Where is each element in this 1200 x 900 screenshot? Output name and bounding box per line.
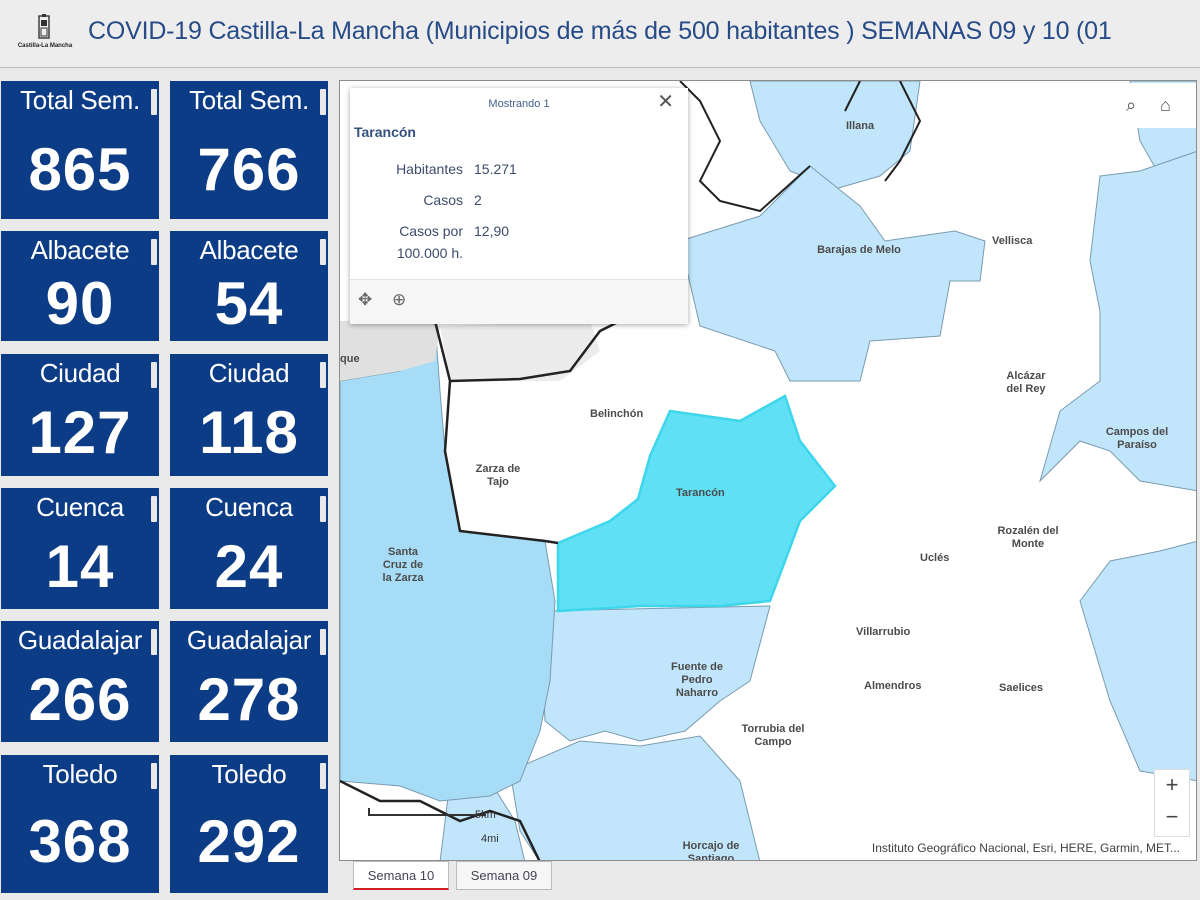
card-value: 14 bbox=[45, 533, 115, 600]
place-label: Almendros bbox=[864, 680, 922, 692]
home-icon[interactable]: ⌂ bbox=[1160, 95, 1171, 115]
logo-caption: Castilla-La Mancha bbox=[17, 43, 73, 49]
card-scrollbar[interactable] bbox=[151, 496, 157, 522]
card-value: 292 bbox=[197, 808, 301, 875]
indicator-card-ciudad-real-a[interactable]: Ciudad 127 bbox=[1, 354, 159, 476]
zoom-to-icon[interactable]: ⊕ bbox=[392, 290, 407, 309]
indicator-card-cuenca-b[interactable]: Cuenca 24 bbox=[170, 488, 328, 609]
card-scrollbar[interactable] bbox=[151, 763, 157, 789]
place-label: Villarrubio bbox=[856, 626, 911, 638]
card-value: 368 bbox=[28, 808, 132, 875]
popup-field-label: Casos bbox=[423, 192, 463, 208]
place-label: Barajas de Melo bbox=[817, 244, 901, 256]
card-value: 278 bbox=[197, 666, 301, 733]
indicator-card-total-week-b[interactable]: Total Sem. 766 bbox=[170, 81, 328, 219]
card-label: Ciudad bbox=[39, 358, 121, 388]
card-label: Guadalajar bbox=[186, 625, 312, 655]
popup-field-value: 15.271 bbox=[474, 161, 517, 177]
card-scrollbar[interactable] bbox=[320, 89, 326, 115]
place-label: Campos del Paraíso bbox=[1105, 426, 1169, 451]
card-label: Cuenca bbox=[205, 492, 293, 522]
place-label: Alcázar del Rey bbox=[1006, 370, 1046, 395]
card-label: Toledo bbox=[211, 759, 287, 789]
popup-feature-name: Tarancón bbox=[354, 124, 416, 140]
indicator-card-cuenca-a[interactable]: Cuenca 14 bbox=[1, 488, 159, 609]
indicator-card-guadalajara-b[interactable]: Guadalajar 278 bbox=[170, 621, 328, 742]
card-value: 127 bbox=[28, 399, 132, 466]
place-label: Illana bbox=[846, 120, 875, 132]
card-value: 266 bbox=[28, 666, 132, 733]
tab-semana-09[interactable]: Semana 09 bbox=[456, 861, 552, 890]
indicator-card-toledo-a[interactable]: Toledo 368 bbox=[1, 755, 159, 893]
indicator-card-total-week-a[interactable]: Total Sem. 865 bbox=[1, 81, 159, 219]
card-value: 118 bbox=[199, 399, 299, 466]
card-label: Total Sem. bbox=[20, 85, 140, 115]
pan-icon[interactable]: ✥ bbox=[358, 290, 373, 309]
place-label: Santa Cruz de la Zarza bbox=[382, 546, 424, 584]
place-label: Fuente de Pedro Naharro bbox=[671, 661, 723, 699]
popup-field-label: Casos por 100.000 h. bbox=[396, 223, 463, 261]
zoom-out-button[interactable]: − bbox=[1165, 804, 1179, 829]
card-label: Albacete bbox=[199, 235, 299, 265]
place-label: Uclés bbox=[920, 552, 950, 564]
card-scrollbar[interactable] bbox=[151, 239, 157, 265]
scale-mi-label: 4mi bbox=[481, 833, 499, 845]
indicator-card-toledo-b[interactable]: Toledo 292 bbox=[170, 755, 328, 893]
card-label: Toledo bbox=[42, 759, 118, 789]
popup-field-value: 12,90 bbox=[474, 223, 510, 239]
place-label: que bbox=[340, 353, 360, 365]
feature-popup: Mostrando 1 ✕ Tarancón Habitantes 15.271… bbox=[350, 88, 688, 324]
popup-actions: ✥ ⊕ bbox=[350, 279, 688, 324]
card-value: 54 bbox=[214, 270, 284, 337]
card-scrollbar[interactable] bbox=[320, 629, 326, 655]
card-label: Guadalajar bbox=[17, 625, 143, 655]
card-scrollbar[interactable] bbox=[320, 239, 326, 265]
map-basemap[interactable] bbox=[340, 81, 1197, 861]
card-label: Total Sem. bbox=[189, 85, 309, 115]
place-label: Rozalén del Monte bbox=[997, 525, 1059, 550]
castle-emblem-icon bbox=[38, 14, 50, 39]
card-scrollbar[interactable] bbox=[151, 89, 157, 115]
card-label: Ciudad bbox=[208, 358, 290, 388]
indicator-card-guadalajara-a[interactable]: Guadalajar 266 bbox=[1, 621, 159, 742]
map-toolbar: ⌕ ⌂ bbox=[1114, 83, 1196, 128]
zoom-control: + − bbox=[1154, 769, 1190, 837]
header-bar: Castilla-La Mancha COVID-19 Castilla-La … bbox=[0, 0, 1200, 68]
card-value: 24 bbox=[214, 533, 284, 600]
card-label: Cuenca bbox=[36, 492, 124, 522]
card-label: Albacete bbox=[30, 235, 130, 265]
indicator-card-albacete-a[interactable]: Albacete 90 bbox=[1, 231, 159, 341]
tab-semana-10[interactable]: Semana 10 bbox=[353, 861, 449, 890]
popup-field-value: 2 bbox=[474, 192, 482, 208]
card-scrollbar[interactable] bbox=[320, 763, 326, 789]
card-scrollbar[interactable] bbox=[151, 629, 157, 655]
scale-km-label: 5km bbox=[475, 809, 496, 821]
card-scrollbar[interactable] bbox=[320, 496, 326, 522]
castilla-la-mancha-logo: Castilla-La Mancha bbox=[14, 10, 76, 58]
card-scrollbar[interactable] bbox=[151, 362, 157, 388]
map-view[interactable]: Illana Barajas de Melo Vellisca Alcázar … bbox=[339, 80, 1197, 861]
card-scrollbar[interactable] bbox=[320, 362, 326, 388]
place-label: Saelices bbox=[999, 682, 1044, 694]
card-value: 90 bbox=[45, 270, 115, 337]
place-label: Belinchón bbox=[590, 408, 644, 420]
indicator-card-ciudad-real-b[interactable]: Ciudad 118 bbox=[170, 354, 328, 476]
indicator-card-albacete-b[interactable]: Albacete 54 bbox=[170, 231, 328, 341]
place-label: Zarza de Tajo bbox=[475, 463, 521, 488]
card-value: 865 bbox=[28, 136, 132, 203]
place-label: Vellisca bbox=[992, 235, 1033, 247]
place-label: Tarancón bbox=[676, 487, 725, 499]
map-attribution: Instituto Geográfico Nacional, Esri, HER… bbox=[871, 841, 1180, 855]
zoom-in-button[interactable]: + bbox=[1165, 772, 1179, 797]
place-label: Horcajo de Santiago bbox=[682, 840, 740, 861]
scale-bar bbox=[368, 808, 486, 816]
page-title: COVID-19 Castilla-La Mancha (Municipios … bbox=[88, 17, 1112, 45]
popup-title: Mostrando 1 bbox=[488, 98, 550, 110]
close-icon[interactable]: ✕ bbox=[657, 91, 674, 113]
popup-field-label: Habitantes bbox=[396, 161, 463, 177]
search-icon[interactable]: ⌕ bbox=[1126, 95, 1137, 115]
place-label: Torrubia del Campo bbox=[741, 723, 805, 748]
card-value: 766 bbox=[197, 136, 301, 203]
